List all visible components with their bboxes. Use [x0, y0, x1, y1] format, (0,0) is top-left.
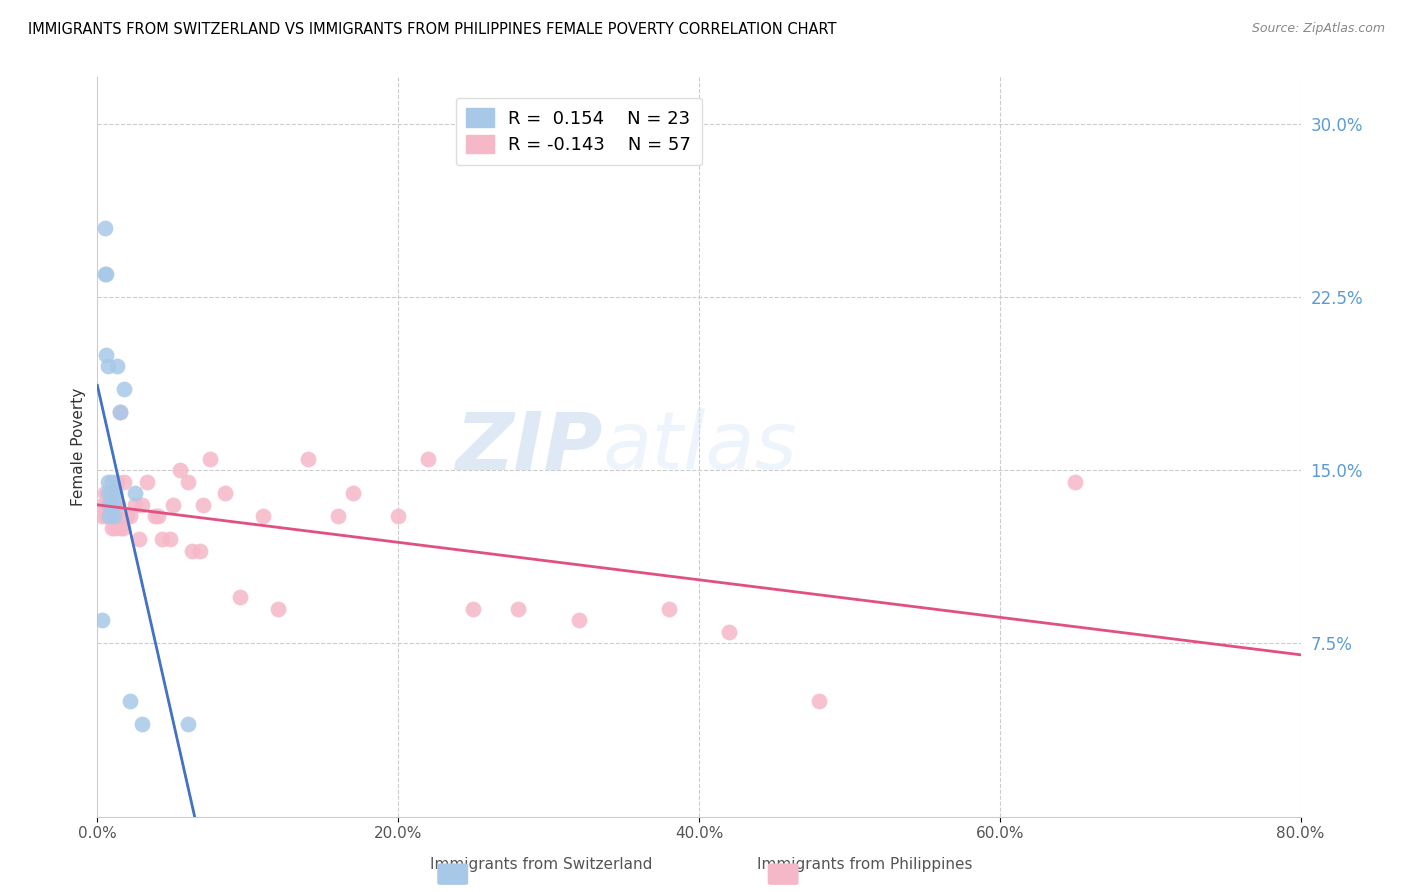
Point — [111, 521, 134, 535]
Point — [94, 486, 117, 500]
Text: atlas: atlas — [603, 408, 797, 486]
Point — [97, 475, 120, 489]
Point — [120, 509, 142, 524]
Point — [105, 359, 128, 374]
Point — [108, 405, 131, 419]
Point — [159, 533, 181, 547]
Point — [96, 509, 118, 524]
Point — [98, 509, 121, 524]
Point — [101, 475, 124, 489]
Point — [128, 533, 150, 547]
Point — [188, 544, 211, 558]
Text: Source: ZipAtlas.com: Source: ZipAtlas.com — [1251, 22, 1385, 36]
Point — [387, 509, 409, 524]
Point — [97, 509, 120, 524]
Point — [252, 509, 274, 524]
Point — [105, 475, 128, 489]
Point — [124, 486, 146, 500]
Point — [198, 451, 221, 466]
Point — [418, 451, 440, 466]
Point — [103, 498, 125, 512]
Point — [143, 509, 166, 524]
Point — [131, 498, 153, 512]
Point — [808, 694, 831, 708]
Point — [214, 486, 236, 500]
Point — [112, 382, 135, 396]
Point — [96, 267, 118, 281]
Point — [508, 601, 530, 615]
Point — [101, 509, 124, 524]
Point — [463, 601, 485, 615]
Point — [181, 544, 204, 558]
Text: ZIP: ZIP — [456, 408, 603, 486]
Point — [124, 498, 146, 512]
Point — [146, 509, 169, 524]
Point — [108, 405, 131, 419]
Point — [176, 475, 198, 489]
Point — [96, 348, 118, 362]
Point — [117, 509, 139, 524]
Point — [100, 486, 122, 500]
Point — [1064, 475, 1087, 489]
Point — [191, 498, 214, 512]
Point — [98, 498, 121, 512]
Point — [103, 509, 125, 524]
Point — [97, 359, 120, 374]
Point — [110, 521, 132, 535]
Point — [342, 486, 364, 500]
Y-axis label: Female Poverty: Female Poverty — [72, 388, 86, 506]
Point — [169, 463, 191, 477]
Point — [120, 694, 142, 708]
Point — [162, 498, 184, 512]
Point — [97, 486, 120, 500]
Point — [104, 486, 127, 500]
Point — [108, 509, 131, 524]
Point — [94, 267, 117, 281]
Point — [103, 509, 125, 524]
Point — [98, 498, 121, 512]
Point — [100, 498, 122, 512]
Point — [104, 509, 127, 524]
Point — [658, 601, 681, 615]
Legend: R =  0.154    N = 23, R = -0.143    N = 57: R = 0.154 N = 23, R = -0.143 N = 57 — [456, 97, 702, 165]
Point — [297, 451, 319, 466]
Point — [136, 475, 159, 489]
Point — [97, 498, 120, 512]
Text: Immigrants from Philippines: Immigrants from Philippines — [756, 857, 973, 872]
Text: IMMIGRANTS FROM SWITZERLAND VS IMMIGRANTS FROM PHILIPPINES FEMALE POVERTY CORREL: IMMIGRANTS FROM SWITZERLAND VS IMMIGRANT… — [28, 22, 837, 37]
Point — [229, 590, 252, 604]
Point — [90, 509, 112, 524]
Point — [93, 498, 115, 512]
Point — [176, 717, 198, 731]
Text: Immigrants from Switzerland: Immigrants from Switzerland — [430, 857, 652, 872]
Point — [131, 717, 153, 731]
Point — [568, 613, 591, 627]
Point — [107, 498, 129, 512]
Point — [101, 521, 124, 535]
Point — [112, 475, 135, 489]
Point — [94, 220, 117, 235]
Point — [267, 601, 290, 615]
Point — [104, 521, 127, 535]
Point — [101, 486, 124, 500]
Point — [100, 498, 122, 512]
Point — [150, 533, 173, 547]
Point — [718, 624, 741, 639]
Point — [326, 509, 349, 524]
Point — [90, 613, 112, 627]
Point — [96, 498, 118, 512]
Point — [98, 486, 121, 500]
Point — [103, 498, 125, 512]
